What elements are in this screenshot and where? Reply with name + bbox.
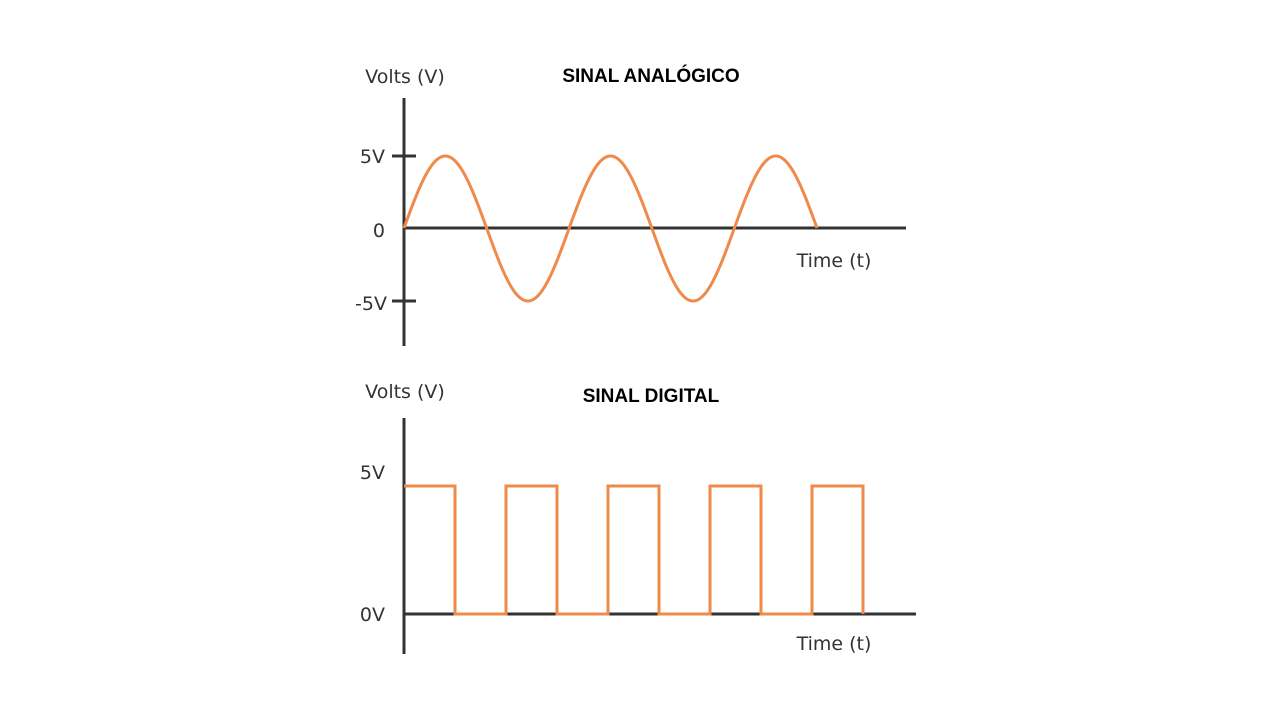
digital-y-tick-label: 0V <box>360 604 385 626</box>
analog-sine-series <box>402 154 819 303</box>
analog-x-axis-label: Time (t) <box>796 250 872 272</box>
analog-y-tick-label: 5V <box>360 146 385 168</box>
analog-title: SINAL ANALÓGICO <box>562 65 739 87</box>
digital-y-tick-label: 5V <box>360 462 385 484</box>
analog-y-tick-label: 0 <box>373 220 385 242</box>
digital-title: SINAL DIGITAL <box>583 386 720 407</box>
analog-y-tick-label: -5V <box>355 293 387 315</box>
digital-y-axis-label: Volts (V) <box>365 381 445 403</box>
digital-square-series <box>404 484 865 616</box>
analog-chart: SINAL ANALÓGICO Volts (V) Time (t) 5V 0 … <box>355 65 906 346</box>
analog-y-axis-label: Volts (V) <box>365 66 445 88</box>
digital-x-axis-label: Time (t) <box>796 633 872 655</box>
digital-chart: SINAL DIGITAL Volts (V) Time (t) 5V 0V <box>360 381 916 655</box>
